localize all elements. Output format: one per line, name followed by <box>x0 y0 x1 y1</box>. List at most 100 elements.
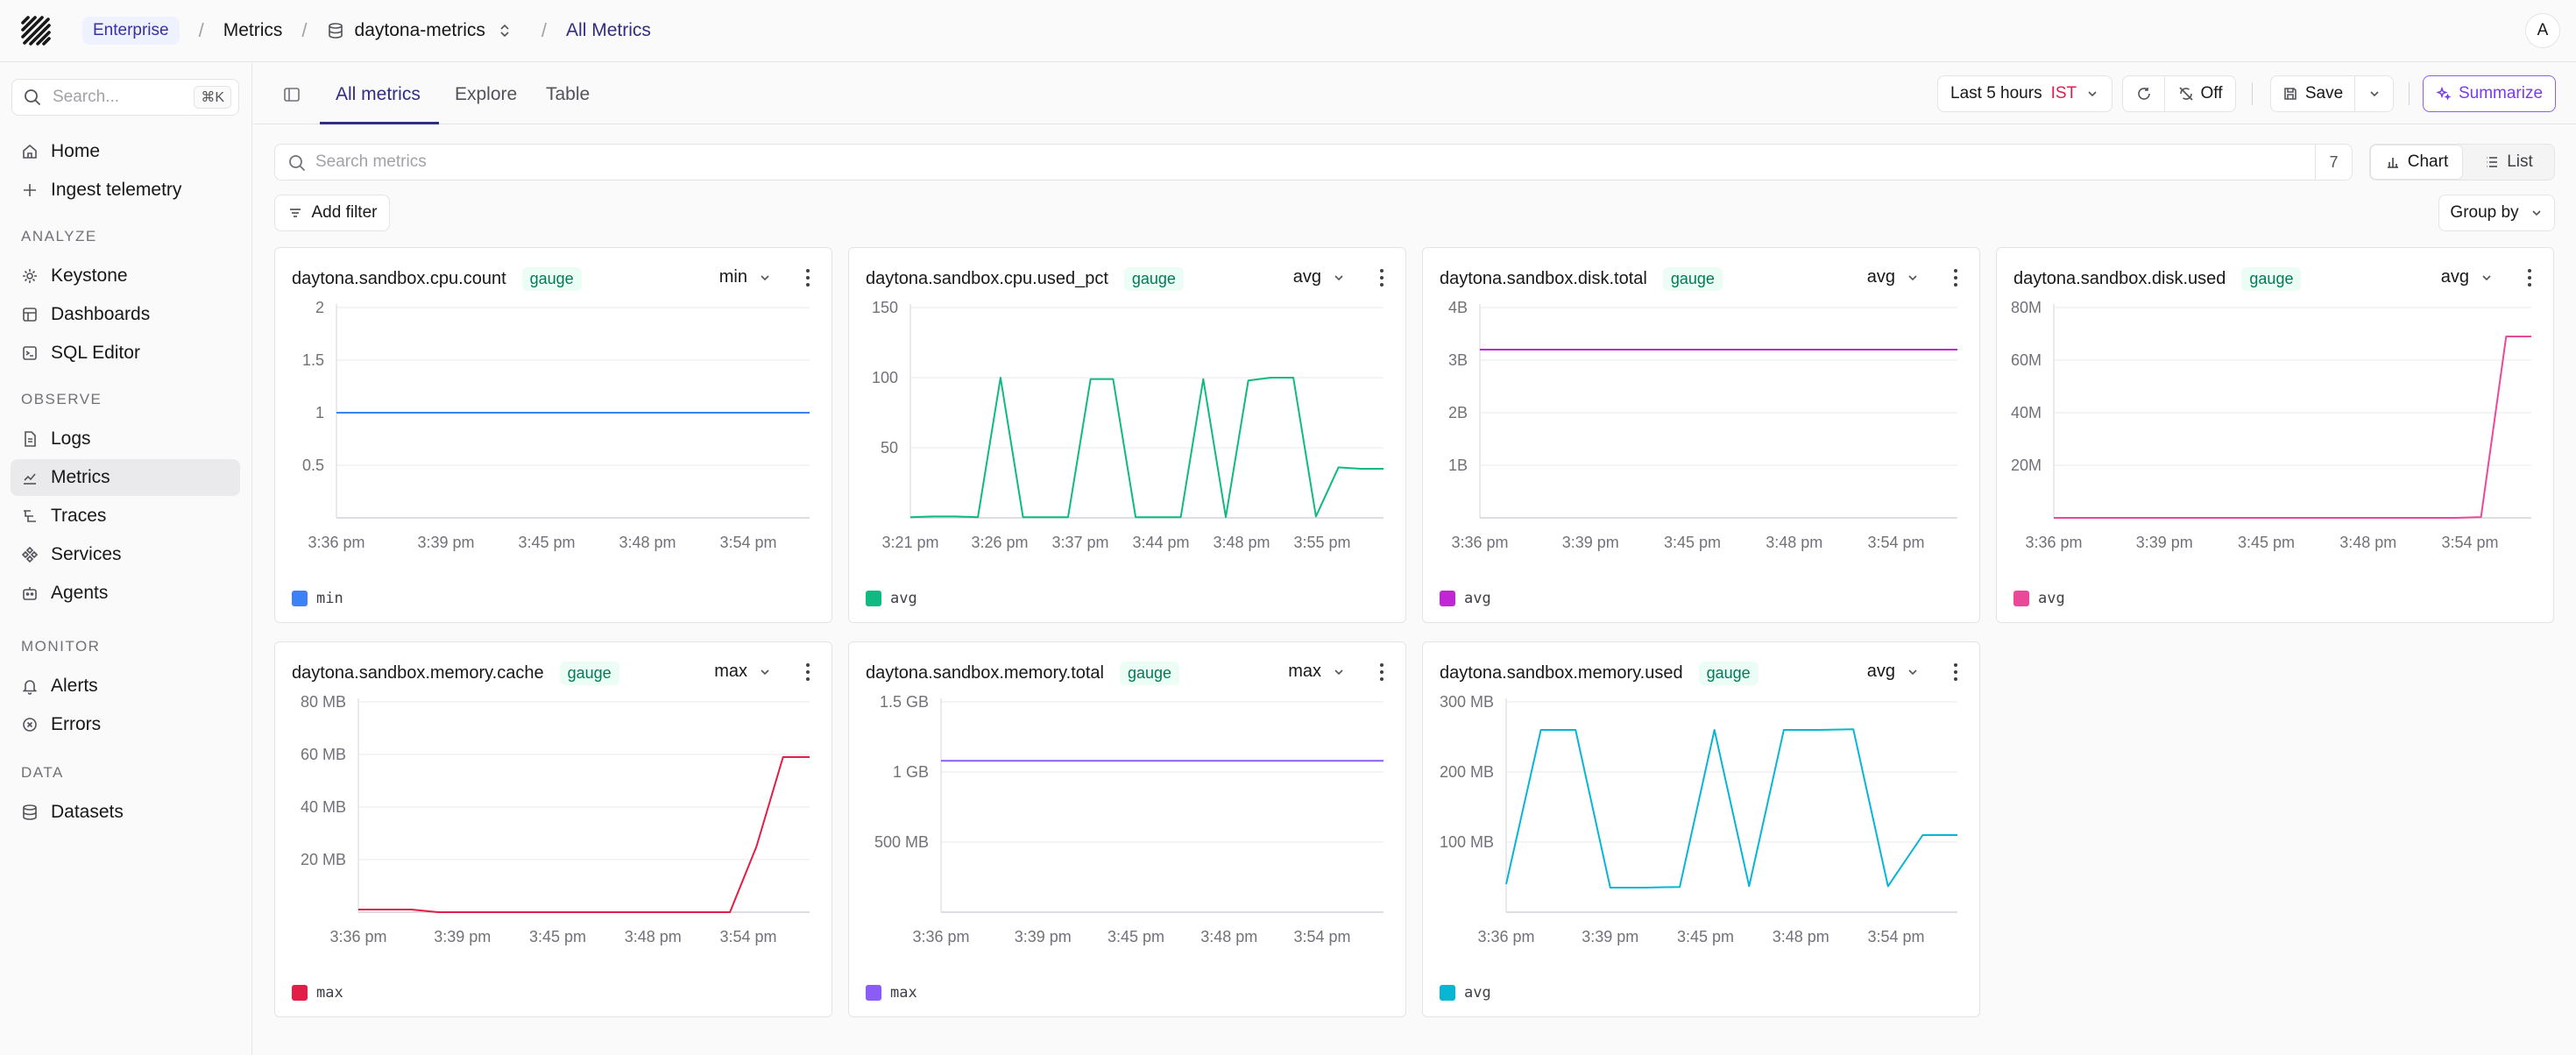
more-options-icon[interactable] <box>1379 662 1384 683</box>
x-tick-label: 3:36 pm <box>329 928 386 945</box>
y-tick-label: 3B <box>1448 351 1468 369</box>
sidebar-item-label: Home <box>51 141 101 161</box>
y-tick-label: 80 MB <box>301 695 346 711</box>
metric-chart[interactable]: 4B 3B 2B 1B 3:36 pm 3:39 pm 3:45 pm 3:48 pm 3:54… <box>1423 301 1981 577</box>
aggregation-dropdown[interactable]: max <box>1288 662 1346 682</box>
metric-card[interactable]: daytona.sandbox.cpu.used_pct gauge avg avg 1… <box>848 247 1406 623</box>
metric-card[interactable]: daytona.sandbox.cpu.count gauge min min 2 1.5… <box>274 247 832 623</box>
summarize-button[interactable]: Summarize <box>2423 75 2556 112</box>
chevron-down-icon <box>2369 91 2379 97</box>
add-filter-button[interactable]: Add filter <box>274 195 390 231</box>
sidebar-item-errors[interactable]: Errors <box>11 706 240 743</box>
legend-swatch <box>866 985 881 1001</box>
tabs-bar: All metrics Explore Table Last 5 hours I… <box>253 63 2576 124</box>
aggregation-label: avg <box>1866 662 1895 681</box>
dataset-switcher[interactable]: daytona-metrics <box>327 20 513 41</box>
metric-card[interactable]: daytona.sandbox.disk.used gauge avg avg 80M 6… <box>1996 247 2554 623</box>
list-view-button[interactable]: List <box>2463 145 2554 180</box>
metric-chart[interactable]: 150 100 50 3:21 pm 3:26 pm 3:37 pm 3:44 pm 3:48… <box>849 301 1407 577</box>
sidebar-item-agents[interactable]: Agents <box>11 575 240 612</box>
save-button[interactable]: Save <box>2271 76 2355 111</box>
avatar[interactable]: A <box>2525 13 2560 48</box>
metric-chart[interactable]: 80 MB 60 MB 40 MB 20 MB 3:36 pm 3:39 pm 3:45 p… <box>275 695 833 971</box>
list-icon <box>2487 157 2498 167</box>
sidebar-item-logs[interactable]: Logs <box>11 421 240 457</box>
metric-card[interactable]: daytona.sandbox.disk.total gauge avg avg 4B 3… <box>1422 247 1980 623</box>
sidebar-item-home[interactable]: Home <box>11 133 240 170</box>
x-tick-label: 3:48 pm <box>619 534 676 551</box>
time-range-picker[interactable]: Last 5 hours IST <box>1937 75 2112 112</box>
save-options-button[interactable] <box>2355 87 2393 101</box>
group-by-dropdown[interactable]: Group by <box>2438 195 2555 231</box>
metric-card[interactable]: daytona.sandbox.memory.used gauge avg avg 30… <box>1422 641 1980 1017</box>
x-tick-label: 3:39 pm <box>417 534 474 551</box>
x-tick-label: 3:36 pm <box>2025 534 2082 551</box>
tab-explore[interactable]: Explore <box>455 84 518 104</box>
y-tick-label: 1 GB <box>893 763 929 781</box>
x-tick-label: 3:48 pm <box>1200 928 1257 945</box>
x-tick-label: 3:54 pm <box>719 928 776 945</box>
aggregation-dropdown[interactable]: avg <box>1293 267 1346 287</box>
sidebar-item-sql-editor[interactable]: SQL Editor <box>11 335 240 372</box>
metric-card[interactable]: daytona.sandbox.memory.cache gauge max max 8… <box>274 641 832 1017</box>
sidebar-item-metrics[interactable]: Metrics <box>11 459 240 496</box>
aggregation-dropdown[interactable]: min <box>719 267 772 287</box>
terminal-icon <box>21 344 39 362</box>
timezone-label: IST <box>2050 84 2077 103</box>
more-options-icon[interactable] <box>1953 662 1958 683</box>
refresh-button[interactable] <box>2123 76 2165 111</box>
more-options-icon[interactable] <box>1953 267 1958 288</box>
y-tick-label: 4B <box>1448 301 1468 316</box>
bell-icon <box>21 677 39 695</box>
toolbar-divider <box>2252 82 2253 105</box>
sidebar-item-alerts[interactable]: Alerts <box>11 668 240 705</box>
save-icon <box>2284 88 2296 100</box>
breadcrumb-metrics[interactable]: Metrics <box>223 20 283 40</box>
auto-refresh-toggle[interactable]: Off <box>2165 84 2235 103</box>
series-line-max <box>358 756 810 913</box>
chart-view-button[interactable]: Chart <box>2370 145 2463 180</box>
app-logo-icon[interactable] <box>19 14 53 47</box>
metrics-search-input[interactable]: Search metrics 7 <box>274 144 2353 181</box>
services-icon <box>21 546 39 563</box>
sparkles-icon <box>2436 86 2452 101</box>
metric-card[interactable]: daytona.sandbox.memory.total gauge max max 1… <box>848 641 1406 1017</box>
more-options-icon[interactable] <box>2527 267 2532 288</box>
sidebar-search-input[interactable]: Search... ⌘K <box>11 79 239 116</box>
x-tick-label: 3:36 pm <box>308 534 364 551</box>
error-icon <box>21 716 39 733</box>
tab-all-metrics[interactable]: All metrics <box>336 84 421 104</box>
chevron-down-icon <box>1334 669 1343 675</box>
sidebar-item-traces[interactable]: Traces <box>11 498 240 535</box>
aggregation-dropdown[interactable]: avg <box>2441 267 2494 287</box>
breadcrumb-separator: / <box>541 19 548 41</box>
dataset-name: daytona-metrics <box>354 20 485 40</box>
sidebar-item-datasets[interactable]: Datasets <box>11 794 240 831</box>
tab-table[interactable]: Table <box>546 84 591 104</box>
aggregation-dropdown[interactable]: max <box>714 662 772 682</box>
refresh-icon <box>2137 88 2150 100</box>
aggregation-dropdown[interactable]: avg <box>1867 267 1920 287</box>
more-options-icon[interactable] <box>805 662 810 683</box>
metrics-search-placeholder: Search metrics <box>315 152 427 171</box>
metric-chart[interactable]: 1.5 GB 1 GB 500 MB 3:36 pm 3:39 pm 3:45 pm 3:4… <box>849 695 1407 971</box>
aggregation-dropdown[interactable]: avg <box>1867 662 1920 682</box>
sidebar-toggle-icon[interactable] <box>283 86 301 103</box>
more-options-icon[interactable] <box>805 267 810 288</box>
metric-title: daytona.sandbox.cpu.count gauge <box>292 267 582 291</box>
sidebar-item-label: Agents <box>51 583 109 603</box>
sidebar-item-label: Dashboards <box>51 304 151 324</box>
metric-chart[interactable]: 80M 60M 40M 20M 3:36 pm 3:39 pm 3:45 pm 3:48 pm… <box>1997 301 2555 577</box>
metric-name: daytona.sandbox.memory.total <box>866 663 1105 683</box>
sidebar-item-ingest-telemetry[interactable]: Ingest telemetry <box>11 172 240 209</box>
x-tick-label: 3:54 pm <box>1867 928 1924 945</box>
metric-chart[interactable]: 300 MB 200 MB 100 MB 3:36 pm 3:39 pm 3:45 pm 3… <box>1423 695 1981 971</box>
sidebar-item-label: Ingest telemetry <box>51 180 182 200</box>
x-tick-label: 3:45 pm <box>1677 928 1734 945</box>
metric-chart[interactable]: 2 1.5 1 0.5 3:36 pm 3:39 pm 3:45 pm 3:48 pm 3:54… <box>275 301 833 577</box>
sidebar-item-services[interactable]: Services <box>11 536 240 573</box>
more-options-icon[interactable] <box>1379 267 1384 288</box>
x-tick-label: 3:36 pm <box>1451 534 1508 551</box>
sidebar-item-keystone[interactable]: Keystone <box>11 258 240 294</box>
sidebar-item-dashboards[interactable]: Dashboards <box>11 296 240 333</box>
